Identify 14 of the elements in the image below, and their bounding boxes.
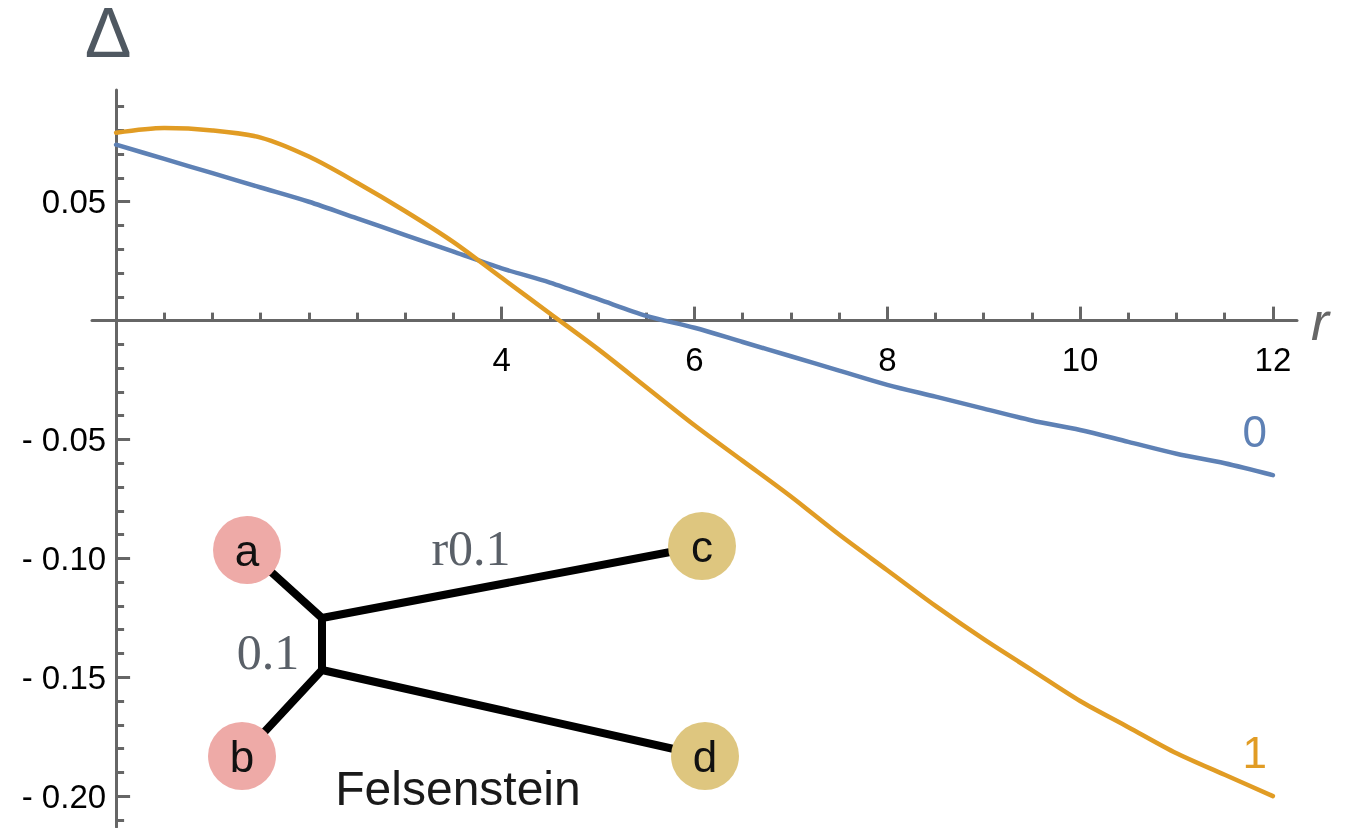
series-label: 1 [1242, 727, 1267, 777]
x-tick-label: 6 [685, 340, 704, 378]
y-tick-label: - 0.05 [21, 420, 107, 458]
y-tick-label: - 0.15 [21, 658, 107, 696]
series-label: 0 [1242, 406, 1267, 456]
y-tick-label: 0.05 [41, 183, 107, 221]
y-tick-label: - 0.20 [21, 777, 107, 815]
x-tick-label: 4 [492, 340, 511, 378]
x-tick-label: 12 [1254, 340, 1292, 378]
x-tick-label: 8 [878, 340, 897, 378]
y-axis-title: Δ [84, 0, 132, 72]
x-axis-title: r [1311, 290, 1331, 351]
x-tick-label: 10 [1061, 340, 1099, 378]
y-tick-label: - 0.10 [21, 539, 107, 577]
